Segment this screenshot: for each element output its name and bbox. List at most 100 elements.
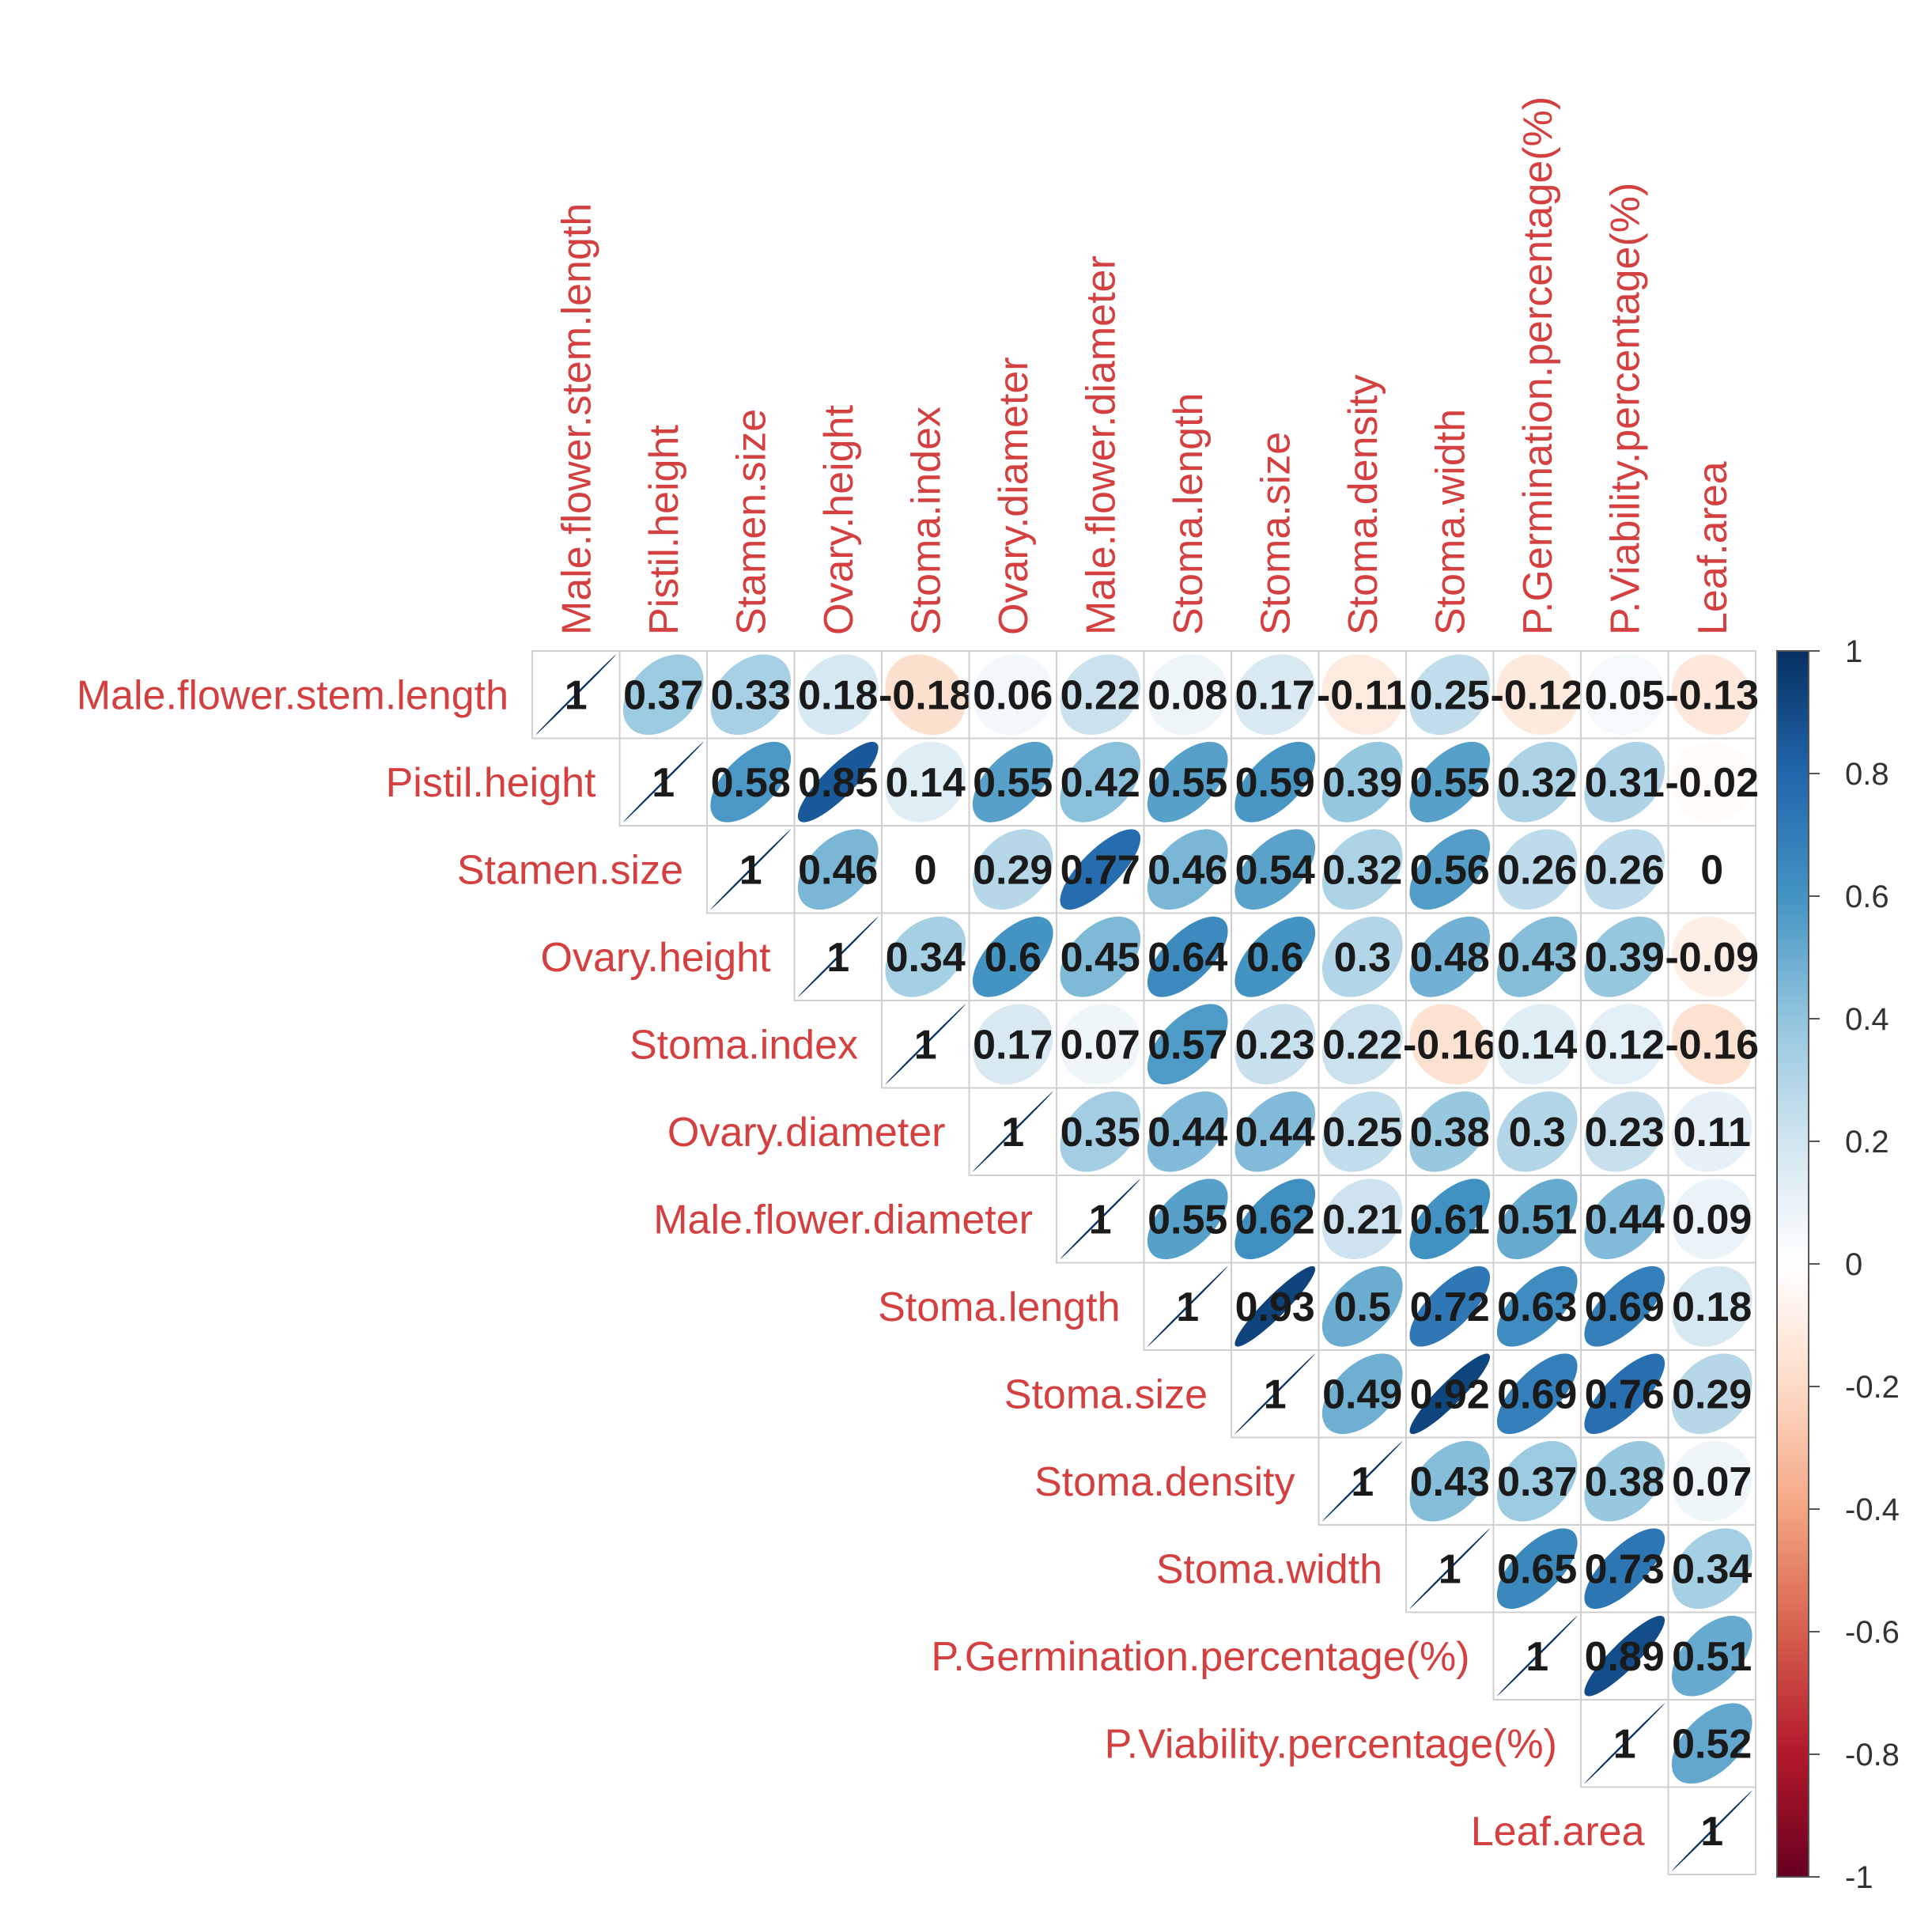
- ellipse-stoma-density-vs-p-germination-percentage: [1496, 1440, 1578, 1522]
- colorbar-tick-label: 0.4: [1845, 1002, 1889, 1037]
- value-stoma-width-vs-p-viability-percentage: 0.73: [1585, 1546, 1665, 1592]
- value-ovary-height-vs-ovary-height: 1: [826, 935, 849, 981]
- value-stoma-density-vs-stoma-width: 0.43: [1410, 1459, 1490, 1505]
- ellipse-male-flower-diameter-vs-p-viability-percentage: [1584, 1178, 1665, 1260]
- ellipse-p-germination-percentage-vs-p-germination-percentage: [1496, 1615, 1578, 1697]
- colorbar-tick-label: 0.8: [1845, 757, 1889, 792]
- value-male-flower-stem-length-vs-ovary-diameter: 0.06: [973, 672, 1053, 718]
- value-male-flower-stem-length-vs-ovary-height: 0.18: [798, 672, 878, 718]
- row-label-ovary-height: Ovary.height: [541, 935, 772, 981]
- matrix-cells: 1 0.37 0.33 0.18 -0.18 0.06 0.22 0.08 0.17 -0.11 0…: [531, 650, 1759, 1875]
- ellipse-stoma-size-vs-leaf-area: [1671, 1353, 1752, 1435]
- value-pistil-height-vs-leaf-area: -0.02: [1665, 760, 1759, 806]
- ellipse-ovary-height-vs-stoma-length: [1147, 916, 1228, 997]
- ellipse-stoma-index-vs-leaf-area: [1671, 1004, 1752, 1085]
- value-stoma-index-vs-ovary-diameter: 0.17: [973, 1022, 1053, 1068]
- ellipse-male-flower-stem-length-vs-stoma-density: [1321, 654, 1403, 736]
- row-label-p-germination-percentage: P.Germination.percentage(%): [931, 1634, 1469, 1680]
- value-stamen-size-vs-ovary-diameter: 0.29: [973, 847, 1053, 893]
- value-ovary-height-vs-stoma-size: 0.6: [1246, 935, 1303, 981]
- ellipse-ovary-height-vs-p-germination-percentage: [1496, 916, 1578, 997]
- value-pistil-height-vs-stamen-size: 0.58: [711, 760, 791, 806]
- value-stoma-size-vs-p-viability-percentage: 0.76: [1585, 1371, 1665, 1417]
- value-stoma-length-vs-stoma-width: 0.72: [1410, 1284, 1490, 1330]
- ellipse-pistil-height-vs-stoma-density: [1321, 741, 1403, 823]
- column-label-stoma-length: Stoma.length: [1166, 393, 1212, 635]
- value-male-flower-diameter-vs-stoma-density: 0.21: [1322, 1197, 1402, 1243]
- value-stoma-index-vs-stoma-density: 0.22: [1322, 1022, 1402, 1068]
- value-stamen-size-vs-stoma-width: 0.56: [1410, 847, 1490, 893]
- value-ovary-height-vs-stoma-width: 0.48: [1410, 935, 1490, 981]
- colorbar-tick-label: 1: [1845, 634, 1862, 669]
- value-ovary-height-vs-p-germination-percentage: 0.43: [1497, 935, 1577, 981]
- ellipse-ovary-height-vs-stoma-width: [1409, 916, 1491, 997]
- ellipse-stoma-index-vs-stoma-width: [1409, 1004, 1491, 1085]
- ellipse-stoma-width-vs-leaf-area: [1671, 1528, 1752, 1610]
- ellipse-male-flower-diameter-vs-stoma-width: [1409, 1178, 1491, 1260]
- ellipse-pistil-height-vs-stoma-size: [1234, 741, 1316, 823]
- value-male-flower-stem-length-vs-stoma-density: -0.11: [1317, 672, 1408, 718]
- value-stoma-width-vs-p-germination-percentage: 0.65: [1497, 1546, 1577, 1592]
- ellipse-stoma-density-vs-stoma-width: [1409, 1440, 1491, 1522]
- ellipse-male-flower-stem-length-vs-male-flower-diameter: [1060, 654, 1141, 736]
- ellipse-male-flower-stem-length-vs-p-viability-percentage: [1584, 654, 1665, 736]
- value-stoma-size-vs-stoma-size: 1: [1264, 1371, 1287, 1417]
- value-stoma-density-vs-leaf-area: 0.07: [1672, 1459, 1752, 1505]
- ellipse-stoma-width-vs-stoma-width: [1409, 1528, 1491, 1610]
- column-label-male-flower-stem-length: Male.flower.stem.length: [554, 203, 599, 635]
- ellipse-ovary-diameter-vs-ovary-diameter: [972, 1091, 1053, 1172]
- ellipse-stamen-size-vs-stoma-density: [1321, 829, 1403, 910]
- ellipse-stoma-index-vs-stoma-size: [1234, 1004, 1316, 1085]
- colorbar-ticks: 1 0.8 0.6 0.4 0.2 0 -0.2 -0.4 -0.6 -0.8 -1: [1809, 634, 1900, 1895]
- ellipse-ovary-diameter-vs-stoma-width: [1409, 1091, 1491, 1172]
- value-stoma-index-vs-p-viability-percentage: 0.12: [1585, 1022, 1665, 1068]
- value-male-flower-diameter-vs-male-flower-diameter: 1: [1089, 1197, 1112, 1243]
- value-stoma-length-vs-leaf-area: 0.18: [1672, 1284, 1752, 1330]
- ellipse-p-germination-percentage-vs-p-viability-percentage: [1584, 1615, 1665, 1697]
- ellipse-stoma-index-vs-stoma-length: [1147, 1004, 1228, 1085]
- ellipse-stoma-width-vs-p-viability-percentage: [1584, 1528, 1665, 1610]
- ellipse-male-flower-diameter-vs-leaf-area: [1671, 1178, 1752, 1260]
- value-stamen-size-vs-stoma-density: 0.32: [1322, 847, 1402, 893]
- value-male-flower-stem-length-vs-pistil-height: 0.37: [623, 672, 703, 718]
- value-pistil-height-vs-stoma-index: 0.14: [886, 760, 966, 806]
- value-stoma-length-vs-p-germination-percentage: 0.63: [1497, 1284, 1577, 1330]
- ellipse-ovary-height-vs-male-flower-diameter: [1060, 916, 1141, 997]
- ellipse-ovary-diameter-vs-stoma-length: [1147, 1091, 1228, 1172]
- ellipse-ovary-height-vs-p-viability-percentage: [1584, 916, 1665, 997]
- column-label-stoma-density: Stoma.density: [1340, 375, 1386, 636]
- ellipse-ovary-diameter-vs-stoma-density: [1321, 1091, 1403, 1172]
- value-stoma-size-vs-stoma-density: 0.49: [1322, 1371, 1402, 1417]
- value-male-flower-diameter-vs-stoma-width: 0.61: [1410, 1197, 1490, 1243]
- ellipse-male-flower-stem-length-vs-stoma-width: [1409, 654, 1491, 736]
- ellipse-stoma-length-vs-stoma-size: [1234, 1265, 1316, 1347]
- ellipse-ovary-diameter-vs-leaf-area: [1671, 1091, 1752, 1172]
- ellipse-stoma-size-vs-stoma-density: [1321, 1353, 1403, 1435]
- value-male-flower-stem-length-vs-male-flower-stem-length: 1: [565, 672, 588, 718]
- value-stamen-size-vs-stoma-size: 0.54: [1235, 847, 1315, 893]
- ellipse-stoma-index-vs-stoma-density: [1321, 1004, 1403, 1085]
- value-stoma-index-vs-stoma-width: -0.16: [1403, 1022, 1497, 1068]
- ellipse-stamen-size-vs-male-flower-diameter: [1060, 829, 1141, 910]
- row-label-p-viability-percentage: P.Viability.percentage(%): [1105, 1721, 1557, 1767]
- row-label-leaf-area: Leaf.area: [1471, 1809, 1645, 1855]
- column-label-pistil-height: Pistil.height: [641, 425, 687, 635]
- colorbar-tick-label: 0: [1845, 1247, 1862, 1282]
- ellipse-leaf-area-vs-leaf-area: [1671, 1790, 1752, 1871]
- value-male-flower-stem-length-vs-p-germination-percentage: -0.12: [1490, 672, 1584, 718]
- ellipse-stamen-size-vs-ovary-diameter: [972, 829, 1053, 910]
- ellipse-male-flower-diameter-vs-male-flower-diameter: [1060, 1178, 1141, 1260]
- value-stoma-width-vs-stoma-width: 1: [1439, 1546, 1461, 1592]
- row-label-male-flower-diameter: Male.flower.diameter: [653, 1197, 1033, 1243]
- value-stamen-size-vs-male-flower-diameter: 0.77: [1061, 847, 1140, 893]
- value-stoma-density-vs-p-germination-percentage: 0.37: [1497, 1459, 1577, 1505]
- value-male-flower-stem-length-vs-stoma-size: 0.17: [1235, 672, 1315, 718]
- value-ovary-height-vs-p-viability-percentage: 0.39: [1585, 935, 1665, 981]
- ellipse-ovary-height-vs-stoma-index: [885, 916, 966, 997]
- ellipse-stoma-size-vs-stoma-size: [1234, 1353, 1316, 1435]
- ellipse-stoma-length-vs-leaf-area: [1671, 1265, 1752, 1347]
- ellipse-stoma-length-vs-p-germination-percentage: [1496, 1265, 1578, 1347]
- ellipse-stoma-size-vs-p-germination-percentage: [1496, 1353, 1578, 1435]
- value-ovary-diameter-vs-stoma-size: 0.44: [1235, 1110, 1315, 1156]
- value-stamen-size-vs-stoma-length: 0.46: [1147, 847, 1227, 893]
